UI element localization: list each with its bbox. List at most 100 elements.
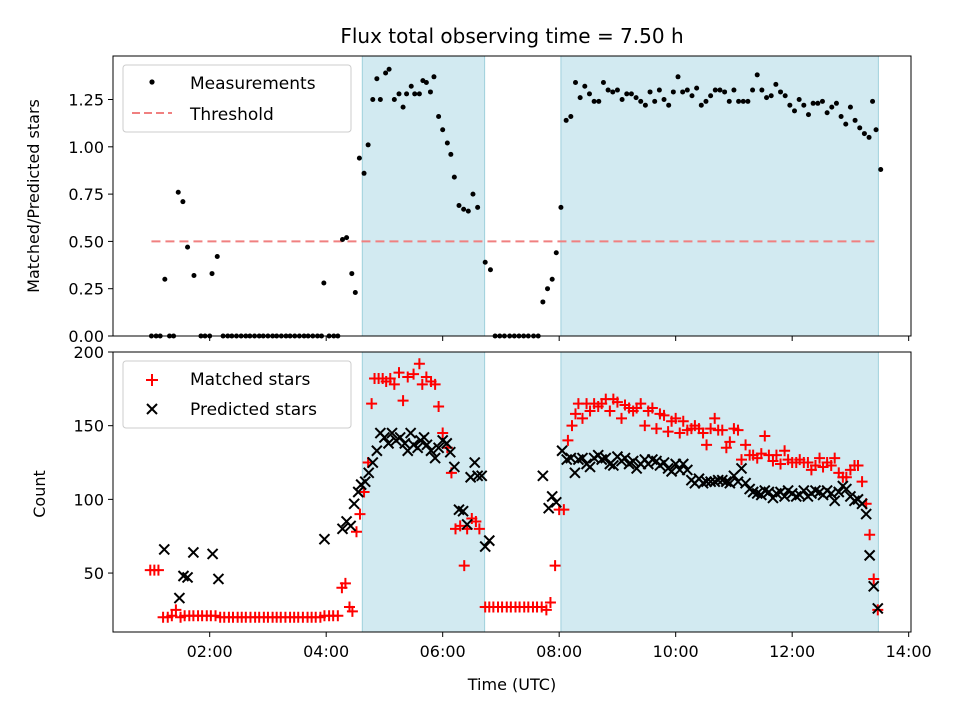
measurement-point: [540, 299, 546, 305]
measurement-point: [843, 121, 849, 127]
ratio-y-ticks: 0.00 0.25 0.50 0.75 1.00 1.25: [68, 91, 113, 346]
count-y-axis-label: Count: [30, 470, 49, 518]
predicted-stars-point: [584, 461, 596, 473]
measurement-point: [377, 97, 383, 103]
matched-stars-point: [540, 604, 552, 616]
measurement-point: [582, 83, 588, 89]
observing-windows: [361, 352, 879, 632]
measurement-point: [819, 98, 825, 104]
matched-stars-point: [413, 358, 425, 370]
predicted-stars-point: [425, 445, 437, 457]
measurement-point: [605, 87, 611, 93]
predicted-stars-point: [181, 571, 194, 584]
predicted-stars-point: [173, 592, 186, 604]
matched-stars-point: [779, 445, 791, 457]
measurement-point: [572, 79, 578, 85]
y-tick-label: 150: [73, 417, 104, 436]
matched-stars-point: [674, 427, 686, 439]
measurement-point: [866, 134, 872, 140]
measurement-point: [591, 98, 597, 104]
predicted-stars-point: [569, 467, 581, 479]
matched-stars-point: [639, 420, 651, 432]
matched-stars-point: [775, 458, 787, 470]
matched-stars-point: [393, 367, 405, 379]
measurement-point: [448, 151, 454, 157]
matched-stars-point: [705, 423, 717, 435]
matched-stars-point: [868, 573, 880, 585]
predicted-stars-point: [840, 483, 853, 495]
predicted-stars-point: [206, 548, 219, 560]
measurement-point: [857, 125, 863, 131]
y-tick-label: 50: [84, 564, 104, 583]
matched-stars-point: [740, 439, 752, 451]
matched-stars-point: [384, 373, 396, 385]
predicted-stars-point: [476, 470, 488, 482]
measurement-point: [796, 97, 802, 103]
predicted-stars-point: [700, 475, 713, 488]
predicted-stars-point: [429, 452, 441, 464]
matched-stars-point: [677, 415, 689, 427]
measurement-point: [214, 254, 220, 260]
predicted-stars-point: [828, 495, 841, 507]
measurement-point: [792, 108, 798, 114]
measurements-legend-marker: [149, 79, 155, 85]
matched-stars-point: [576, 412, 588, 424]
measurement-point: [470, 191, 476, 197]
count-panel: 50 100 150 200 02:00 04:00 06:00 08:00 10:00 12:…: [30, 343, 932, 694]
predicted-stars-point: [860, 508, 872, 520]
matched-stars-point: [724, 436, 736, 448]
measurement-point: [750, 87, 756, 93]
matched-stars-point: [166, 610, 178, 622]
matched-stars-point: [856, 476, 868, 488]
matched-stars-point: [759, 430, 771, 442]
measurement-point: [628, 91, 634, 97]
measurement-point: [619, 97, 625, 103]
measurement-point: [815, 100, 821, 106]
measurement-point: [833, 100, 839, 106]
measurement-point: [356, 155, 362, 161]
predicted-stars-point: [399, 437, 411, 450]
matched-stars-point: [562, 434, 574, 446]
measurement-point: [614, 87, 620, 93]
count-x-ticks: 02:00 04:00 06:00 08:00 10:00 12:00 14:00: [187, 632, 932, 661]
matched-stars-point: [697, 427, 709, 439]
measurement-point: [847, 104, 853, 110]
measurement-point: [768, 93, 774, 99]
measurement-point: [162, 276, 168, 282]
matched-legend-marker: [146, 374, 158, 386]
measurement-point: [383, 70, 389, 76]
predicted-stars-point: [848, 495, 861, 507]
predicted-stars-point: [348, 498, 360, 510]
threshold-legend-label: Threshold: [189, 105, 274, 125]
observing-window-band: [362, 352, 485, 632]
matched-stars-point: [767, 455, 779, 467]
predicted-stars-point: [404, 427, 417, 439]
measurement-point: [396, 91, 402, 97]
ratio-panel: 0.00 0.25 0.50 0.75 1.00 1.25 Matched/Predict…: [24, 55, 912, 346]
measurement-point: [545, 286, 551, 292]
matched-stars-point: [433, 401, 445, 413]
predicted-stars-point: [411, 442, 424, 454]
predicted-stars-point: [367, 456, 379, 469]
ratio-axes-frame: [112, 55, 912, 337]
predicted-stars-point: [550, 496, 562, 509]
measurement-point: [391, 97, 397, 103]
matched-stars-point: [611, 396, 623, 408]
predicted-legend-marker: [146, 403, 158, 415]
measurement-point: [861, 131, 867, 137]
predicted-stars-point: [461, 518, 473, 531]
predicted-stars-point: [856, 498, 868, 510]
observing-window-band: [560, 56, 879, 336]
predicted-stars-point: [627, 455, 639, 467]
matched-stars-point: [770, 449, 782, 461]
measurement-point: [689, 93, 695, 99]
matched-stars-point: [437, 427, 449, 439]
predicted-stars-point: [212, 573, 225, 585]
measurement-point: [694, 85, 700, 91]
predicted-stars-point: [778, 490, 791, 503]
predicted-stars-point: [418, 431, 430, 444]
matched-stars-point: [366, 398, 378, 410]
measurement-point: [400, 104, 406, 110]
x-tick-label: 02:00: [187, 642, 233, 661]
